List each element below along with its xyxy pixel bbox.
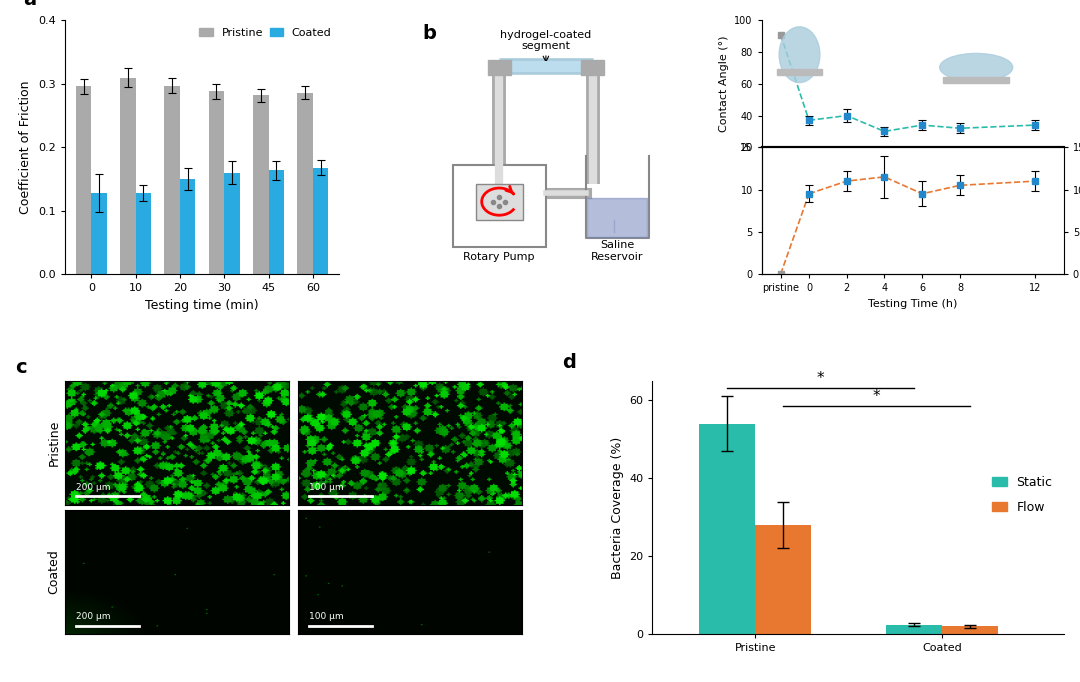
Bar [476,183,523,220]
Text: c: c [15,358,27,377]
Bar [180,179,195,274]
Bar [297,93,313,274]
Text: hydrogel-coated
segment: hydrogel-coated segment [500,29,592,51]
Bar [136,193,151,274]
Bar [225,173,240,274]
Bar [208,91,225,274]
Bar [269,170,284,274]
Bar [942,627,998,634]
Y-axis label: Coefficient of Friction: Coefficient of Friction [19,80,32,214]
Bar [581,60,604,75]
Bar [120,78,136,274]
Bar [313,168,328,274]
Bar [253,95,269,274]
Y-axis label: Bacteria Coverage (%): Bacteria Coverage (%) [610,436,623,578]
Bar [92,193,107,274]
Y-axis label: Contact Angle (°): Contact Angle (°) [719,35,729,132]
X-axis label: Testing Time (h): Testing Time (h) [868,299,958,309]
Bar [699,424,755,634]
Text: *: * [873,389,880,404]
Bar [453,166,545,247]
Text: b: b [422,24,436,43]
Legend: Static, Flow: Static, Flow [986,471,1057,519]
Text: Rotary Pump: Rotary Pump [463,252,535,262]
Text: a: a [24,0,37,10]
Text: 200 μm: 200 μm [76,612,110,621]
Legend: Pristine, Coated: Pristine, Coated [197,26,334,40]
Bar [487,60,511,75]
Text: 200 μm: 200 μm [76,483,110,492]
Bar [755,525,811,634]
Y-axis label: Pristine: Pristine [48,419,60,466]
Text: 100 μm: 100 μm [309,612,343,621]
Text: 100 μm: 100 μm [309,483,343,492]
Bar [886,625,942,634]
Text: *: * [816,372,824,387]
Bar [164,86,180,274]
X-axis label: Testing time (min): Testing time (min) [146,299,259,312]
Text: Saline
Reservoir: Saline Reservoir [591,240,644,262]
Bar [76,87,92,274]
Y-axis label: Coated: Coated [48,550,60,595]
Text: d: d [562,353,576,372]
